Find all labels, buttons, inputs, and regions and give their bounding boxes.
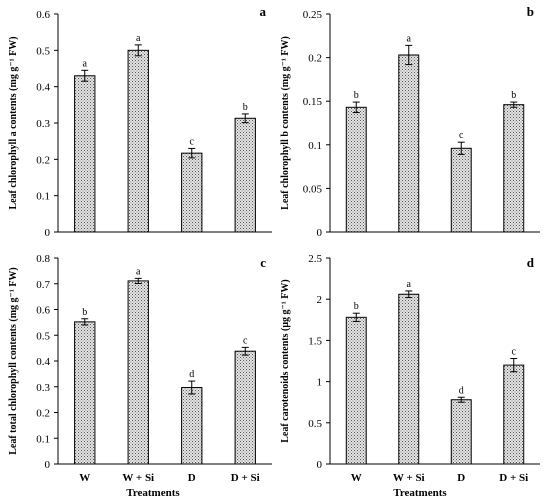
panel-letter: a bbox=[260, 4, 267, 19]
significance-letter: b bbox=[511, 90, 516, 101]
significance-letter: b bbox=[82, 307, 87, 318]
bar-dsi bbox=[503, 364, 525, 465]
y-tick-label: 1.5 bbox=[308, 335, 322, 347]
significance-letter: c bbox=[512, 347, 517, 358]
significance-letter: c bbox=[459, 130, 464, 141]
x-tick-label: D + Si bbox=[231, 472, 260, 484]
significance-letter: a bbox=[407, 279, 412, 290]
significance-letter: d bbox=[189, 369, 194, 380]
chart-panel-b: 0 0.05 0.1 0.15 0.2 0.25 Leaf chlorophyll b co… bbox=[280, 4, 540, 239]
bar-d bbox=[181, 387, 203, 465]
x-axis-title-right: Treatments bbox=[393, 487, 447, 499]
y-tick-label: 0.8 bbox=[36, 253, 50, 265]
y-tick-label: 0 bbox=[317, 459, 323, 471]
y-tick-label: 0.15 bbox=[303, 96, 323, 108]
y-tick-label: 0.3 bbox=[36, 382, 50, 394]
significance-letter: d bbox=[459, 385, 464, 396]
panel-letter: d bbox=[527, 255, 535, 270]
significance-letter: b bbox=[354, 301, 359, 312]
y-tick-label: 0 bbox=[317, 227, 323, 239]
y-axis-label: Leaf chlorophyll a contents (mg g⁻¹ FW) bbox=[8, 36, 19, 209]
y-tick-label: 0.2 bbox=[36, 154, 50, 166]
y-tick-label: 0.7 bbox=[36, 279, 50, 291]
significance-letter: b bbox=[243, 102, 248, 113]
y-tick-label: 0.4 bbox=[36, 356, 50, 368]
y-tick-label: 0.05 bbox=[303, 183, 323, 195]
y-tick-label: 0.6 bbox=[36, 9, 50, 21]
significance-letter: a bbox=[407, 33, 412, 44]
y-tick-label: 2 bbox=[317, 294, 323, 306]
y-tick-label: 0.4 bbox=[36, 82, 50, 94]
y-tick-label: 0.3 bbox=[36, 118, 50, 130]
bar-dsi bbox=[234, 117, 256, 233]
y-tick-label: 0.5 bbox=[36, 45, 50, 57]
y-tick-label: 0 bbox=[45, 227, 51, 239]
bar-d bbox=[181, 152, 203, 233]
bar-d bbox=[450, 147, 472, 233]
y-tick-label: 1 bbox=[317, 377, 323, 389]
y-tick-label: 0.5 bbox=[36, 330, 50, 342]
bar-w bbox=[74, 321, 96, 465]
panel-letter: c bbox=[260, 255, 266, 270]
significance-letter: a bbox=[136, 266, 141, 277]
y-tick-label: 0.25 bbox=[303, 9, 323, 21]
x-tick-label: W + Si bbox=[122, 472, 154, 484]
x-tick-label: W bbox=[79, 472, 90, 484]
bar-dsi bbox=[503, 104, 525, 233]
x-tick-label: D + Si bbox=[499, 472, 528, 484]
y-tick-label: 0.2 bbox=[36, 408, 50, 420]
y-tick-label: 0.1 bbox=[36, 433, 50, 445]
panel-letter: b bbox=[527, 4, 534, 19]
significance-letter: b bbox=[354, 90, 359, 101]
x-tick-label: W bbox=[351, 472, 362, 484]
y-tick-label: 0.2 bbox=[308, 53, 322, 65]
significance-letter: c bbox=[243, 335, 248, 346]
x-axis-title-left: Treatments bbox=[126, 487, 180, 499]
y-tick-label: 0.5 bbox=[308, 418, 322, 430]
y-axis-label: Leaf total chlorophyll contents (mg g⁻¹ … bbox=[8, 267, 19, 455]
x-tick-label: W + Si bbox=[393, 472, 425, 484]
bar-w bbox=[345, 106, 367, 233]
bar-wsi bbox=[127, 280, 149, 465]
y-tick-label: 0.1 bbox=[36, 191, 50, 203]
bar-d bbox=[450, 399, 472, 465]
bar-wsi bbox=[127, 49, 149, 233]
bar-dsi bbox=[234, 350, 256, 465]
y-tick-label: 0 bbox=[45, 459, 51, 471]
chart-panel-a: 0 0.1 0.2 0.3 0.4 0.5 0.6 Leaf chlorophyll a co… bbox=[8, 4, 272, 239]
significance-letter: a bbox=[83, 58, 88, 69]
bar-w bbox=[74, 75, 96, 233]
y-tick-label: 0.1 bbox=[308, 140, 322, 152]
bar-wsi bbox=[398, 54, 420, 233]
chart-panel-d: 0 0.5 1 1.5 2 2.5 Leaf carotenoids contents (μ… bbox=[280, 253, 540, 484]
y-axis-label: Leaf chlorophyll b contents (mg g⁻¹ FW) bbox=[280, 36, 291, 210]
y-axis-label: Leaf carotenoids contents (μg g⁻¹ FW) bbox=[280, 279, 291, 442]
y-tick-label: 2.5 bbox=[308, 253, 322, 265]
y-tick-label: 0.6 bbox=[36, 305, 50, 317]
significance-letter: a bbox=[136, 33, 141, 44]
x-tick-label: D bbox=[188, 472, 196, 484]
chart-panel-c: 0 0.1 0.2 0.3 0.4 0.5 0.6 0.7 0.8 Leaf total chlo… bbox=[8, 253, 272, 484]
bar-wsi bbox=[398, 293, 420, 465]
bar-w bbox=[345, 316, 367, 465]
significance-letter: c bbox=[190, 136, 195, 147]
x-tick-label: D bbox=[457, 472, 465, 484]
